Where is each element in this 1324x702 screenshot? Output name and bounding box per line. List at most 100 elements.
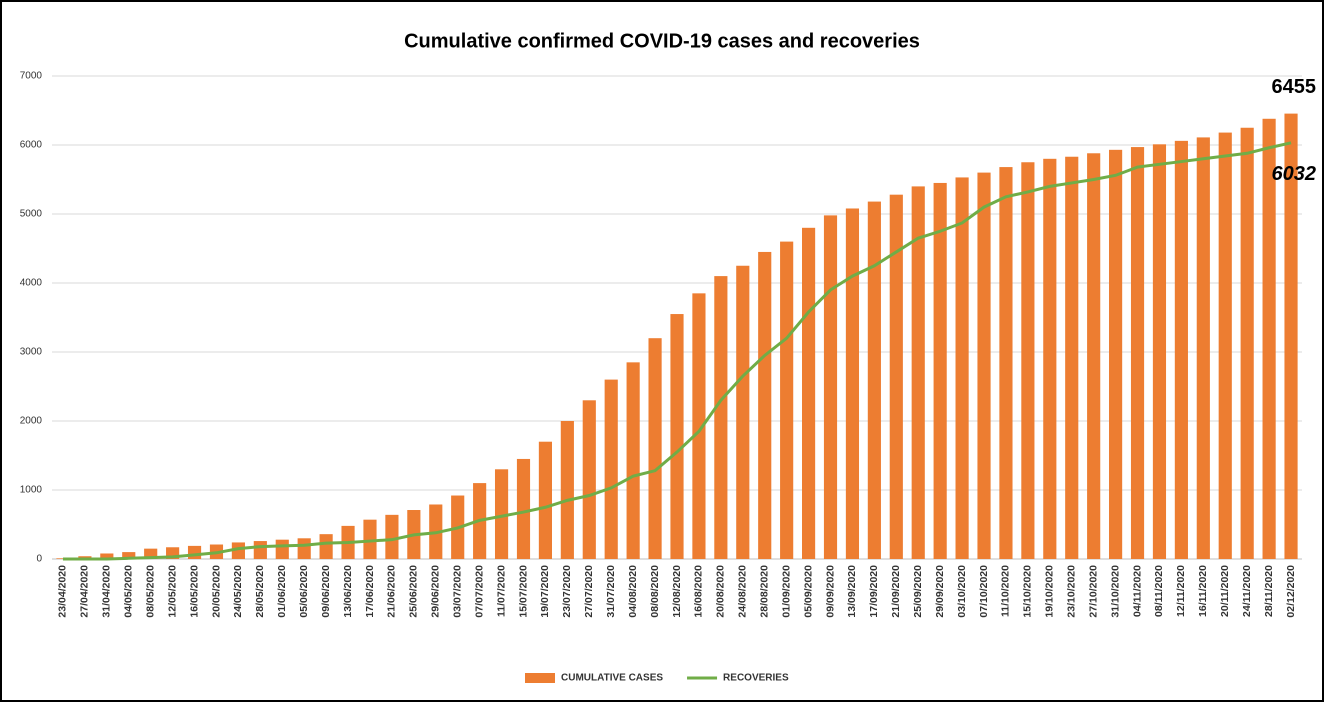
x-tick-label: 20/11/2020 — [1219, 565, 1231, 617]
y-tick-label: 0 — [36, 554, 42, 565]
bar — [144, 548, 158, 559]
bar — [648, 338, 662, 559]
x-tick-label: 01/06/2020 — [276, 565, 288, 618]
x-tick-label: 04/05/2020 — [123, 565, 135, 618]
line — [62, 141, 1292, 561]
bar — [582, 400, 596, 559]
bar — [253, 541, 267, 559]
x-tick-label: 16/11/2020 — [1197, 565, 1209, 617]
bar — [1262, 118, 1276, 559]
bar — [933, 182, 947, 559]
x-tick-label: 20/05/2020 — [210, 565, 222, 618]
bar — [297, 538, 311, 559]
data-label: 6032 — [1272, 163, 1317, 185]
x-tick-label: 05/09/2020 — [802, 565, 814, 618]
x-tick-label: 03/07/2020 — [451, 565, 463, 618]
x-tick-label: 24/11/2020 — [1241, 565, 1253, 617]
x-tick-label: 28/08/2020 — [759, 565, 771, 618]
bar — [626, 362, 640, 559]
bar — [670, 314, 684, 559]
x-tick-label: 17/06/2020 — [364, 565, 376, 618]
x-tick-label: 27/07/2020 — [583, 565, 595, 618]
bar — [823, 215, 838, 559]
bar — [1021, 162, 1035, 559]
x-tick-label: 15/07/2020 — [517, 565, 529, 618]
x-tick-label: 02/12/2020 — [1285, 565, 1297, 618]
x-tick-label: 11/07/2020 — [495, 565, 507, 617]
x-tick-label: 31/10/2020 — [1109, 565, 1121, 618]
x-tick-label: 21/09/2020 — [890, 565, 902, 618]
x-tick-label: 27/04/2020 — [79, 565, 91, 618]
bar — [889, 194, 903, 559]
x-tick-label: 09/09/2020 — [824, 565, 836, 618]
bar — [1130, 147, 1145, 559]
x-tick-label: 03/10/2020 — [956, 565, 968, 618]
bar — [1087, 153, 1101, 559]
x-tick-label: 20/08/2020 — [715, 565, 727, 618]
legend-label: CUMULATIVE CASES — [561, 673, 663, 684]
bar — [1065, 156, 1079, 560]
bar — [1174, 140, 1188, 560]
x-tick-label: 13/09/2020 — [846, 565, 858, 618]
bar — [1109, 149, 1123, 559]
bar — [845, 208, 860, 560]
bar — [736, 265, 750, 559]
x-tick-label: 25/06/2020 — [408, 565, 420, 618]
x-tick-label: 23/07/2020 — [561, 565, 573, 618]
x-tick-label: 28/05/2020 — [254, 565, 266, 618]
x-tick-label: 12/11/2020 — [1175, 565, 1187, 617]
x-tick-label: 12/08/2020 — [671, 565, 683, 618]
x-tick-label: 01/09/2020 — [780, 565, 792, 618]
bar — [758, 251, 772, 559]
bar — [1196, 137, 1210, 559]
y-tick-label: 6000 — [20, 140, 43, 151]
bar — [560, 421, 574, 559]
bar — [385, 514, 399, 559]
x-tick-label: 25/09/2020 — [912, 565, 924, 618]
x-tick-label: 24/05/2020 — [232, 565, 244, 618]
x-tick-label: 16/05/2020 — [188, 565, 200, 618]
bar — [692, 293, 706, 559]
y-tick-label: 2000 — [20, 416, 43, 427]
legend-label: RECOVERIES — [723, 673, 789, 684]
x-tick-label: 19/07/2020 — [539, 565, 551, 618]
x-tick-label: 27/10/2020 — [1087, 565, 1099, 618]
bar — [231, 542, 245, 559]
bar — [187, 545, 202, 559]
bar — [1152, 144, 1167, 559]
x-tick-label: 08/05/2020 — [144, 565, 156, 618]
x-tick-label: 08/11/2020 — [1153, 565, 1165, 617]
bar — [166, 547, 180, 559]
bar — [714, 276, 728, 559]
data-label: 6455 — [1272, 76, 1317, 98]
bar — [100, 553, 114, 559]
x-tick-label: 29/06/2020 — [430, 565, 442, 618]
x-tick-label: 12/05/2020 — [166, 565, 178, 618]
x-tick-label: 31/07/2020 — [605, 565, 617, 618]
bar — [538, 441, 552, 559]
bar — [494, 469, 509, 559]
y-tick-label: 3000 — [20, 347, 43, 358]
y-tick-label: 5000 — [20, 209, 43, 220]
x-tick-label: 07/07/2020 — [473, 565, 485, 618]
x-tick-label: 15/10/2020 — [1022, 565, 1034, 618]
x-tick-label: 28/11/2020 — [1263, 565, 1275, 617]
bar — [867, 201, 881, 559]
x-tick-label: 17/09/2020 — [868, 565, 880, 618]
x-tick-label: 16/08/2020 — [693, 565, 705, 618]
bar — [604, 379, 618, 559]
y-tick-label: 1000 — [20, 485, 43, 496]
bar — [955, 177, 969, 559]
bar — [977, 172, 991, 559]
y-tick-label: 7000 — [20, 71, 43, 82]
bar — [1240, 127, 1254, 559]
bar — [516, 458, 531, 559]
x-tick-label: 09/06/2020 — [320, 565, 332, 618]
x-tick-label: 08/08/2020 — [649, 565, 661, 618]
y-tick-label: 4000 — [20, 278, 43, 289]
bar — [275, 539, 289, 559]
bar — [1218, 132, 1232, 559]
x-tick-label: 29/09/2020 — [934, 565, 946, 618]
x-tick-label: 23/04/2020 — [57, 565, 69, 618]
